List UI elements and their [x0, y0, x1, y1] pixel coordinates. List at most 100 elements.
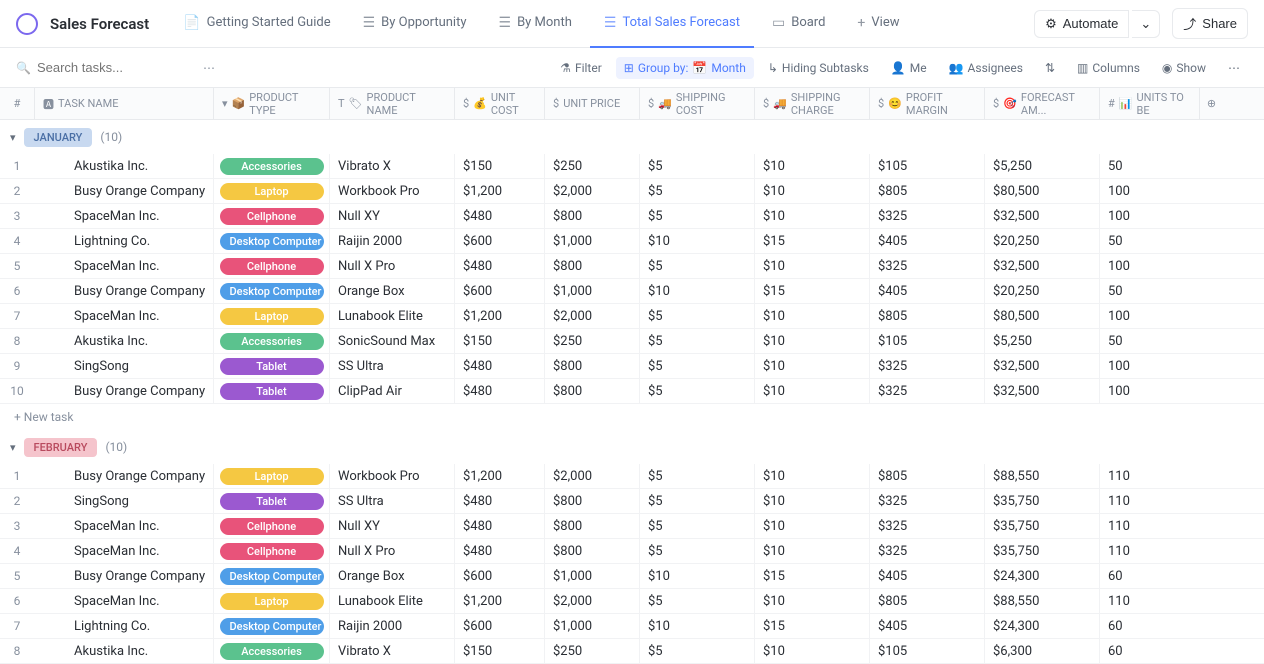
- product-type-cell[interactable]: Desktop Computer: [213, 279, 329, 303]
- table-row[interactable]: 10 Busy Orange Company Tablet ClipPad Ai…: [0, 379, 1264, 404]
- product-name-cell[interactable]: Lunabook Elite: [329, 589, 454, 613]
- unit-price-cell[interactable]: $800: [544, 489, 639, 513]
- product-type-cell[interactable]: Desktop Computer: [213, 614, 329, 638]
- unit-price-cell[interactable]: $250: [544, 329, 639, 353]
- task-name-cell[interactable]: Akustika Inc.: [34, 154, 213, 178]
- unit-price-cell[interactable]: $1,000: [544, 614, 639, 638]
- units-cell[interactable]: 100: [1099, 254, 1199, 278]
- units-cell[interactable]: 50: [1099, 279, 1199, 303]
- product-name-cell[interactable]: SonicSound Max: [329, 329, 454, 353]
- columns-button[interactable]: ▥Columns: [1069, 57, 1148, 79]
- group-by-button[interactable]: ⊞Group by: 📅Month: [616, 57, 754, 79]
- col-unit-cost[interactable]: $💰UNIT COST: [454, 88, 544, 119]
- tab-by-month[interactable]: ☰By Month: [485, 0, 586, 48]
- units-cell[interactable]: 110: [1099, 539, 1199, 563]
- forecast-cell[interactable]: $35,750: [984, 539, 1099, 563]
- shipping-cost-cell[interactable]: $5: [639, 639, 754, 663]
- profit-margin-cell[interactable]: $325: [869, 354, 984, 378]
- product-type-cell[interactable]: Desktop Computer: [213, 564, 329, 588]
- unit-price-cell[interactable]: $2,000: [544, 464, 639, 488]
- forecast-cell[interactable]: $35,750: [984, 489, 1099, 513]
- automate-button[interactable]: ⚙Automate: [1034, 10, 1129, 38]
- share-button[interactable]: ⤴Share: [1172, 8, 1248, 39]
- table-row[interactable]: 8 Akustika Inc. Accessories Vibrato X $1…: [0, 639, 1264, 664]
- forecast-cell[interactable]: $32,500: [984, 204, 1099, 228]
- table-row[interactable]: 3 SpaceMan Inc. Cellphone Null XY $480 $…: [0, 204, 1264, 229]
- task-name-cell[interactable]: Akustika Inc.: [34, 639, 213, 663]
- units-cell[interactable]: 100: [1099, 354, 1199, 378]
- product-name-cell[interactable]: Vibrato X: [329, 154, 454, 178]
- shipping-cost-cell[interactable]: $5: [639, 379, 754, 403]
- task-name-cell[interactable]: Lightning Co.: [34, 229, 213, 253]
- table-row[interactable]: 4 SpaceMan Inc. Cellphone Null X Pro $48…: [0, 539, 1264, 564]
- shipping-charge-cell[interactable]: $10: [754, 204, 869, 228]
- product-type-cell[interactable]: Laptop: [213, 179, 329, 203]
- units-cell[interactable]: 100: [1099, 379, 1199, 403]
- shipping-cost-cell[interactable]: $5: [639, 489, 754, 513]
- table-row[interactable]: 1 Akustika Inc. Accessories Vibrato X $1…: [0, 154, 1264, 179]
- product-name-cell[interactable]: Raijin 2000: [329, 614, 454, 638]
- forecast-cell[interactable]: $5,250: [984, 329, 1099, 353]
- unit-price-cell[interactable]: $250: [544, 154, 639, 178]
- unit-cost-cell[interactable]: $600: [454, 229, 544, 253]
- product-name-cell[interactable]: Raijin 2000: [329, 229, 454, 253]
- profit-margin-cell[interactable]: $805: [869, 179, 984, 203]
- profit-margin-cell[interactable]: $805: [869, 304, 984, 328]
- unit-cost-cell[interactable]: $1,200: [454, 464, 544, 488]
- unit-price-cell[interactable]: $2,000: [544, 179, 639, 203]
- product-type-cell[interactable]: Tablet: [213, 354, 329, 378]
- units-cell[interactable]: 110: [1099, 514, 1199, 538]
- task-name-cell[interactable]: Lightning Co.: [34, 614, 213, 638]
- units-cell[interactable]: 110: [1099, 589, 1199, 613]
- product-name-cell[interactable]: SS Ultra: [329, 354, 454, 378]
- table-row[interactable]: 3 SpaceMan Inc. Cellphone Null XY $480 $…: [0, 514, 1264, 539]
- shipping-charge-cell[interactable]: $10: [754, 379, 869, 403]
- unit-price-cell[interactable]: $800: [544, 354, 639, 378]
- units-cell[interactable]: 50: [1099, 154, 1199, 178]
- table-row[interactable]: 4 Lightning Co. Desktop Computer Raijin …: [0, 229, 1264, 254]
- product-name-cell[interactable]: Null X Pro: [329, 254, 454, 278]
- unit-price-cell[interactable]: $800: [544, 204, 639, 228]
- tab-by-opportunity[interactable]: ☰By Opportunity: [349, 0, 481, 48]
- units-cell[interactable]: 50: [1099, 329, 1199, 353]
- forecast-cell[interactable]: $32,500: [984, 354, 1099, 378]
- shipping-charge-cell[interactable]: $15: [754, 564, 869, 588]
- product-type-cell[interactable]: Laptop: [213, 589, 329, 613]
- shipping-charge-cell[interactable]: $15: [754, 614, 869, 638]
- product-type-cell[interactable]: Accessories: [213, 639, 329, 663]
- product-type-cell[interactable]: Tablet: [213, 489, 329, 513]
- shipping-cost-cell[interactable]: $5: [639, 204, 754, 228]
- filter-button[interactable]: ⚗Filter: [552, 57, 610, 79]
- col-forecast-amount[interactable]: $🎯FORECAST AM...: [984, 88, 1099, 119]
- shipping-cost-cell[interactable]: $5: [639, 354, 754, 378]
- automate-dropdown-button[interactable]: ⌄: [1132, 10, 1160, 38]
- task-name-cell[interactable]: SpaceMan Inc.: [34, 539, 213, 563]
- product-type-cell[interactable]: Laptop: [213, 304, 329, 328]
- unit-cost-cell[interactable]: $480: [454, 204, 544, 228]
- shipping-charge-cell[interactable]: $10: [754, 354, 869, 378]
- col-product-type[interactable]: ▾📦PRODUCT TYPE: [213, 88, 329, 119]
- profit-margin-cell[interactable]: $325: [869, 539, 984, 563]
- profit-margin-cell[interactable]: $105: [869, 154, 984, 178]
- product-name-cell[interactable]: SS Ultra: [329, 489, 454, 513]
- profit-margin-cell[interactable]: $105: [869, 639, 984, 663]
- forecast-cell[interactable]: $88,550: [984, 464, 1099, 488]
- table-row[interactable]: 2 Busy Orange Company Laptop Workbook Pr…: [0, 179, 1264, 204]
- profit-margin-cell[interactable]: $325: [869, 254, 984, 278]
- col-number[interactable]: #: [0, 97, 34, 110]
- unit-cost-cell[interactable]: $1,200: [454, 589, 544, 613]
- sort-button[interactable]: ⇅: [1037, 57, 1063, 79]
- shipping-cost-cell[interactable]: $10: [639, 279, 754, 303]
- task-name-cell[interactable]: Akustika Inc.: [34, 329, 213, 353]
- unit-cost-cell[interactable]: $600: [454, 614, 544, 638]
- product-type-cell[interactable]: Accessories: [213, 154, 329, 178]
- shipping-cost-cell[interactable]: $5: [639, 464, 754, 488]
- shipping-cost-cell[interactable]: $5: [639, 154, 754, 178]
- table-row[interactable]: 7 SpaceMan Inc. Laptop Lunabook Elite $1…: [0, 304, 1264, 329]
- unit-cost-cell[interactable]: $480: [454, 539, 544, 563]
- col-units[interactable]: #📊UNITS TO BE: [1099, 88, 1199, 119]
- task-name-cell[interactable]: SpaceMan Inc.: [34, 304, 213, 328]
- unit-cost-cell[interactable]: $150: [454, 639, 544, 663]
- col-unit-price[interactable]: $UNIT PRICE: [544, 88, 639, 119]
- shipping-charge-cell[interactable]: $10: [754, 179, 869, 203]
